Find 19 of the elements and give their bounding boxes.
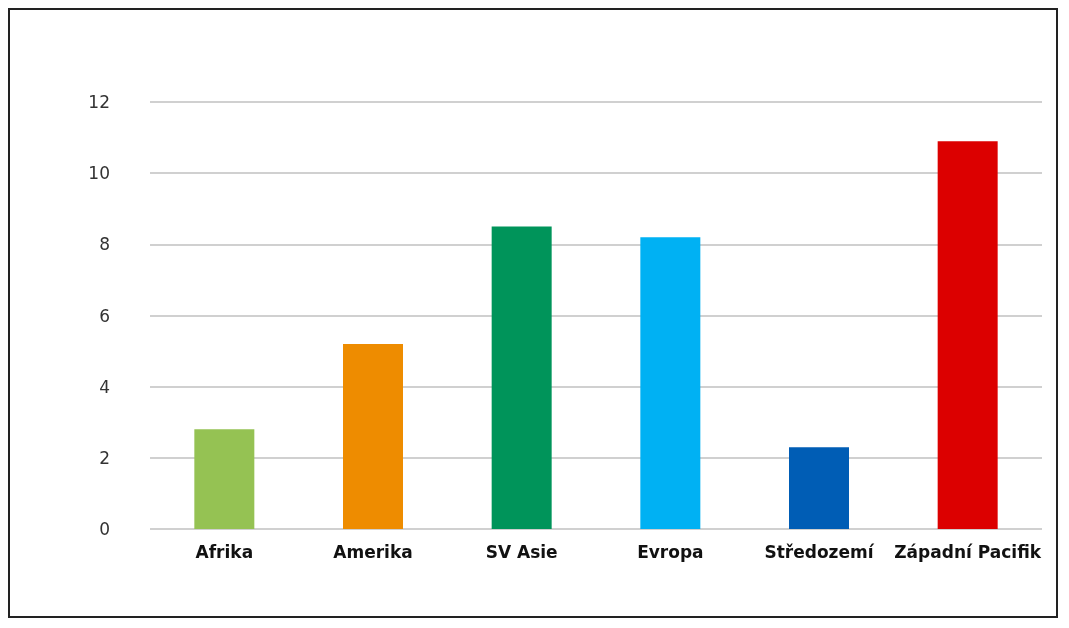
x-tick-label: Středozemí bbox=[764, 541, 875, 562]
x-tick-label: Afrika bbox=[195, 541, 254, 562]
bar bbox=[343, 343, 403, 529]
x-tick-label: Evropa bbox=[637, 541, 704, 562]
y-tick-label: 6 bbox=[99, 305, 110, 326]
y-tick-label: 0 bbox=[99, 519, 110, 539]
y-tick-label: 10 bbox=[88, 163, 110, 184]
x-tick-label: Amerika bbox=[333, 541, 413, 562]
y-tick-label: 2 bbox=[99, 447, 110, 468]
bar bbox=[491, 226, 552, 529]
bar bbox=[937, 141, 998, 529]
bar bbox=[194, 429, 255, 529]
x-tick-label: SV Asie bbox=[485, 541, 558, 562]
bar bbox=[789, 447, 849, 529]
bar bbox=[640, 237, 701, 529]
y-tick-label: 12 bbox=[88, 92, 110, 112]
x-tick-label: Západní Pacifik bbox=[894, 541, 1042, 562]
y-tick-label: 4 bbox=[99, 376, 110, 397]
y-tick-label: 8 bbox=[99, 234, 110, 255]
